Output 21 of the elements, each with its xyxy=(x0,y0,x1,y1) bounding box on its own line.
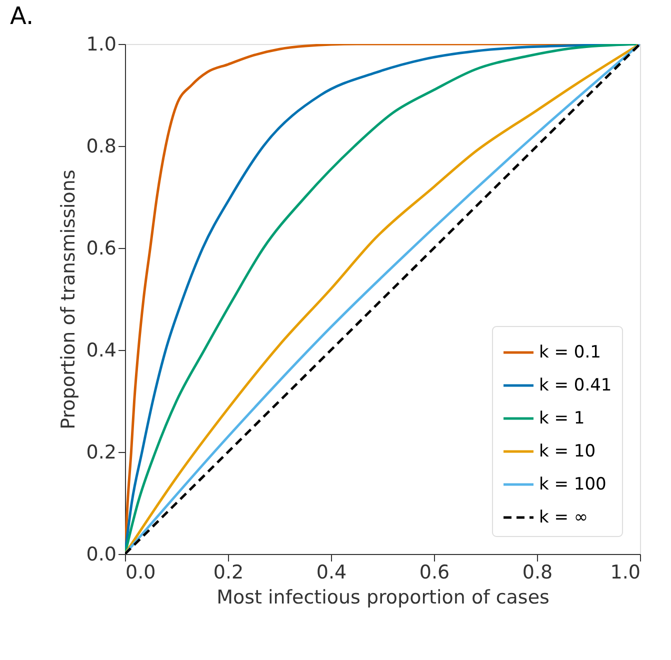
legend-label: k = 0.41 xyxy=(539,376,612,396)
legend-label: k = 0.1 xyxy=(539,342,601,362)
y-tick-label: 0.4 xyxy=(86,340,116,362)
x-tick-label: 0.2 xyxy=(213,562,244,584)
x-tick-label: 0.8 xyxy=(522,562,553,584)
y-tick-label: 0.0 xyxy=(86,544,116,566)
legend-label: k = ∞ xyxy=(539,508,588,528)
x-tick-label: 0.0 xyxy=(126,562,156,584)
y-tick-label: 1.0 xyxy=(86,34,116,56)
y-tick-label: 0.8 xyxy=(86,136,116,158)
y-tick-label: 0.2 xyxy=(86,442,116,464)
x-tick-label: 1.0 xyxy=(610,562,640,584)
x-tick-label: 0.6 xyxy=(419,562,450,584)
y-tick-label: 0.6 xyxy=(86,238,116,260)
legend-label: k = 100 xyxy=(539,474,606,494)
x-axis-title: Most infectious proportion of cases xyxy=(216,586,550,608)
legend-label: k = 10 xyxy=(539,442,596,462)
y-axis-title: Proportion of transmissions xyxy=(57,170,80,430)
chart-title: A. xyxy=(10,2,34,30)
legend-label: k = 1 xyxy=(539,408,585,428)
x-tick-label: 0.4 xyxy=(316,562,347,584)
